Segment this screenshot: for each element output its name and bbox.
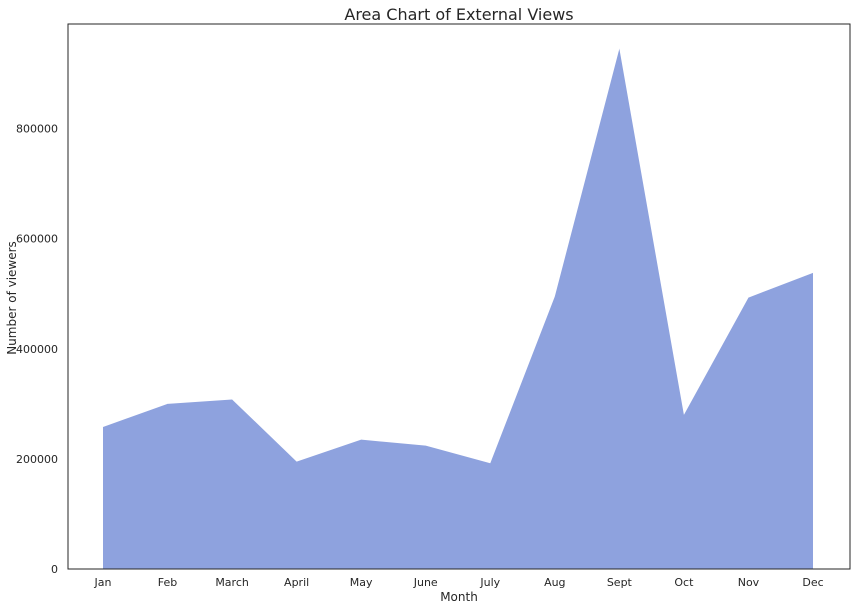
chart-title: Area Chart of External Views — [344, 5, 573, 24]
x-tick-label: May — [350, 576, 373, 589]
area-series-0 — [103, 48, 813, 570]
y-tick-label: 0 — [51, 563, 58, 576]
x-tick-label: March — [215, 576, 249, 589]
x-axis-title: Month — [440, 590, 478, 604]
x-tick-label: July — [479, 576, 500, 589]
y-axis: 0 200000 400000 600000 800000 — [16, 123, 58, 576]
x-tick-label: Sept — [607, 576, 633, 589]
x-axis: Jan Feb March April May June July Aug Sept Oct Nov… — [94, 576, 824, 589]
plot-area — [102, 48, 814, 570]
x-tick-label: June — [413, 576, 438, 589]
plot-frame — [67, 23, 851, 570]
y-axis-title: Number of viewers — [5, 241, 19, 355]
x-tick-label: Nov — [738, 576, 760, 589]
x-tick-label: Feb — [158, 576, 177, 589]
x-tick-label: Jan — [94, 576, 112, 589]
y-tick-label: 800000 — [16, 123, 58, 136]
x-tick-label: Dec — [802, 576, 823, 589]
y-tick-label: 400000 — [16, 343, 58, 356]
x-tick-label: April — [284, 576, 309, 589]
x-tick-label: Aug — [544, 576, 565, 589]
x-tick-label: Oct — [674, 576, 694, 589]
y-tick-label: 200000 — [16, 453, 58, 466]
y-tick-label: 600000 — [16, 233, 58, 246]
